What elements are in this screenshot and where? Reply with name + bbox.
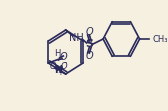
- Text: O: O: [86, 27, 93, 37]
- Text: CH₃: CH₃: [152, 35, 168, 44]
- Text: NH: NH: [69, 33, 84, 43]
- Text: S: S: [85, 39, 93, 49]
- Text: -: -: [63, 58, 66, 67]
- Text: N: N: [54, 65, 62, 75]
- Text: O: O: [60, 61, 67, 70]
- Text: O: O: [60, 52, 68, 62]
- Text: H: H: [54, 49, 61, 57]
- Text: O: O: [86, 51, 93, 61]
- Text: O: O: [50, 61, 56, 70]
- Text: +: +: [57, 70, 63, 76]
